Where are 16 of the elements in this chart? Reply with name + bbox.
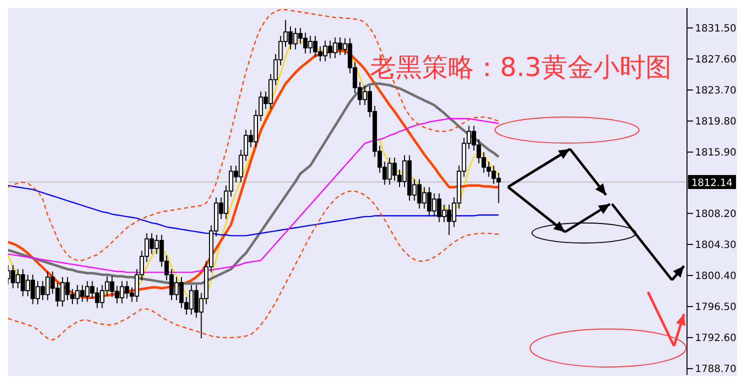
y-tick-label: 1804.30 [695,240,736,251]
ref-line-label: 1812.14 [691,178,733,190]
y-tick-label: 1831.50 [695,23,736,34]
y-tick-label: 1788.70 [695,364,736,376]
line-series [8,190,500,341]
y-tick-label: 1796.50 [695,302,736,314]
y-tick-label: 1800.40 [695,271,736,282]
y-tick-label: 1819.80 [695,116,736,128]
y-tick-label: 1792.60 [695,333,736,344]
y-tick-label: 1808.20 [695,208,736,220]
line-series [8,184,500,236]
y-tick-label: 1827.60 [695,54,736,66]
text: 老黑策略：8.3黄金小时图 [370,52,672,85]
y-tick-label: 1823.70 [695,86,736,97]
y-tick-label: 1815.90 [695,148,736,159]
line-series [8,8,500,261]
